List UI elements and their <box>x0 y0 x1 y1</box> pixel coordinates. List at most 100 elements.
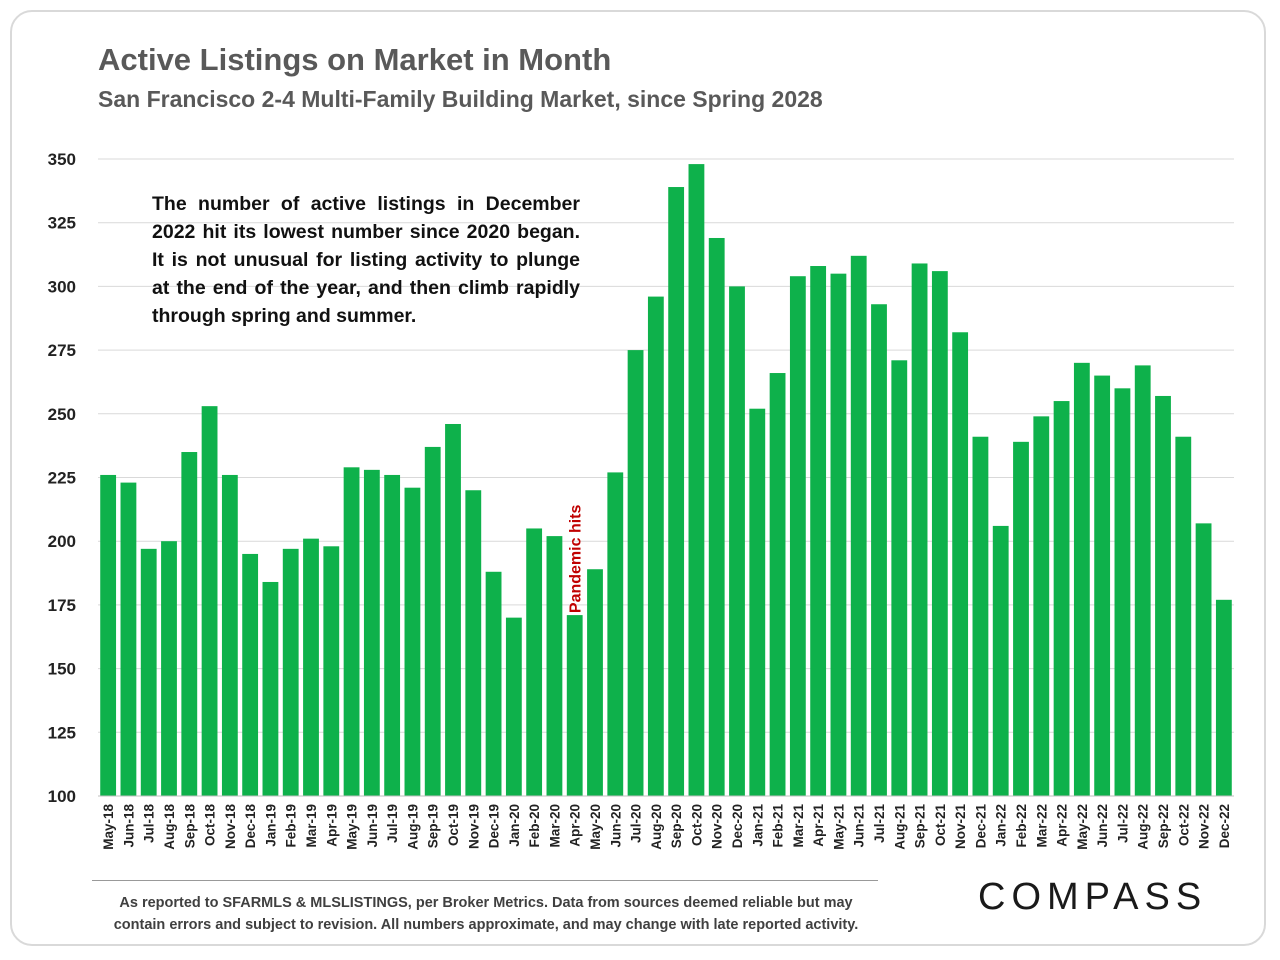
x-tick-label: Apr-22 <box>1055 804 1070 847</box>
x-tick-label: Oct-22 <box>1176 804 1191 846</box>
x-tick-label: Jul-19 <box>385 804 400 843</box>
chart-title: Active Listings on Market in Month <box>98 42 612 77</box>
x-tick-label: Jan-22 <box>994 804 1009 847</box>
y-tick-label: 275 <box>48 341 76 360</box>
bar-sep-22 <box>1155 395 1171 796</box>
x-tick-label: May-20 <box>588 804 603 850</box>
bar-may-22 <box>1073 362 1090 796</box>
bar-mar-22 <box>1033 416 1050 796</box>
bar-nov-19 <box>465 490 482 796</box>
bar-apr-22 <box>1053 401 1070 796</box>
bar-jul-21 <box>871 304 887 796</box>
x-tick-label: Oct-20 <box>689 804 704 846</box>
compass-logo: COMPASS <box>978 876 1208 918</box>
bar-mar-19 <box>303 538 319 796</box>
x-tick-label: Sep-22 <box>1156 804 1171 848</box>
x-tick-label: Jun-22 <box>1095 804 1110 848</box>
bar-feb-21 <box>769 373 786 796</box>
x-tick-label: Mar-21 <box>791 804 806 848</box>
bar-jan-22 <box>992 525 1009 796</box>
bar-nov-18 <box>221 474 238 796</box>
bar-apr-20 <box>566 615 583 796</box>
y-tick-label: 200 <box>48 532 76 551</box>
bar-oct-22 <box>1175 436 1192 796</box>
x-tick-label: Dec-22 <box>1217 804 1232 848</box>
x-tick-label: Jun-21 <box>852 804 867 848</box>
x-tick-label: Nov-21 <box>953 804 968 850</box>
x-tick-label: Mar-22 <box>1034 804 1049 848</box>
x-tick-label: Jan-21 <box>750 804 765 847</box>
bar-nov-21 <box>952 332 969 796</box>
bar-dec-21 <box>972 436 989 796</box>
x-tick-label: Dec-21 <box>973 804 988 849</box>
bar-jun-21 <box>850 255 867 797</box>
y-tick-label: 175 <box>48 596 76 615</box>
bar-sep-21 <box>911 263 928 796</box>
x-tick-label: Apr-19 <box>324 804 339 847</box>
bar-nov-20 <box>708 237 725 796</box>
bar-aug-22 <box>1134 365 1151 796</box>
bar-nov-22 <box>1195 523 1212 796</box>
y-tick-label: 300 <box>48 277 76 296</box>
bar-aug-20 <box>647 296 664 796</box>
x-tick-label: Oct-19 <box>446 804 461 846</box>
y-tick-label: 100 <box>48 787 76 806</box>
x-tick-label: Jun-20 <box>608 804 623 848</box>
x-tick-label: Feb-19 <box>284 804 299 848</box>
bar-jan-19 <box>262 581 279 796</box>
footer-divider <box>92 880 878 881</box>
x-tick-label: Mar-20 <box>547 804 562 848</box>
source-footnote: As reported to SFARMLS & MLSLISTINGS, pe… <box>60 892 912 936</box>
bar-feb-22 <box>1013 441 1029 796</box>
x-tick-label: Jan-19 <box>263 804 278 847</box>
x-tick-label: Jun-19 <box>365 804 380 848</box>
bar-jul-19 <box>384 474 401 796</box>
x-tick-label: Aug-19 <box>405 804 420 850</box>
x-tick-label: Nov-22 <box>1197 804 1212 849</box>
y-tick-label: 250 <box>48 405 76 424</box>
x-tick-label: Sep-19 <box>426 804 441 848</box>
bar-apr-19 <box>323 546 340 796</box>
bar-mar-20 <box>546 536 563 796</box>
x-tick-label: Feb-20 <box>527 804 542 848</box>
bar-oct-20 <box>688 164 705 796</box>
bar-jan-21 <box>749 408 766 796</box>
x-tick-label: Nov-20 <box>710 804 725 849</box>
y-tick-label: 325 <box>48 214 76 233</box>
x-tick-label: Dec-18 <box>243 804 258 849</box>
y-tick-label: 125 <box>48 723 76 742</box>
x-tick-label: Jul-20 <box>629 804 644 843</box>
bar-dec-19 <box>485 571 502 796</box>
x-tick-label: Jul-22 <box>1115 804 1130 843</box>
y-tick-label: 225 <box>48 469 76 488</box>
bar-jul-18 <box>140 548 157 796</box>
x-tick-label: Jul-21 <box>872 804 887 844</box>
x-tick-label: Aug-18 <box>162 804 177 850</box>
pandemic-annotation: Pandemic hits <box>568 505 585 614</box>
bar-sep-20 <box>668 187 685 796</box>
footnote-line-2: contain errors and subject to revision. … <box>113 917 859 933</box>
footnote-line-1: As reported to SFARMLS & MLSLISTINGS, pe… <box>119 895 853 911</box>
bar-jan-20 <box>505 617 522 796</box>
bar-sep-19 <box>424 446 441 796</box>
x-tick-label: May-21 <box>831 804 846 850</box>
bar-dec-18 <box>242 553 259 796</box>
x-tick-label: May-19 <box>345 804 360 850</box>
bar-sep-18 <box>181 452 198 796</box>
annotation-text: The number of active listings in Decembe… <box>152 193 580 327</box>
bar-may-19 <box>343 467 360 796</box>
x-tick-label: Mar-19 <box>304 804 319 848</box>
x-tick-label: Dec-19 <box>487 804 502 848</box>
x-tick-label: Jan-20 <box>507 804 522 847</box>
x-tick-label: Sep-21 <box>913 804 928 849</box>
x-tick-label: Aug-22 <box>1136 804 1151 850</box>
x-tick-label: Nov-18 <box>223 804 238 850</box>
x-tick-label: Aug-21 <box>892 804 907 850</box>
bar-aug-19 <box>404 487 421 796</box>
y-tick-label: 150 <box>48 660 76 679</box>
x-tick-label: Jun-18 <box>121 804 136 848</box>
x-tick-label: Oct-18 <box>203 804 218 847</box>
bar-jun-22 <box>1094 375 1111 796</box>
x-tick-label: Sep-20 <box>669 804 684 848</box>
